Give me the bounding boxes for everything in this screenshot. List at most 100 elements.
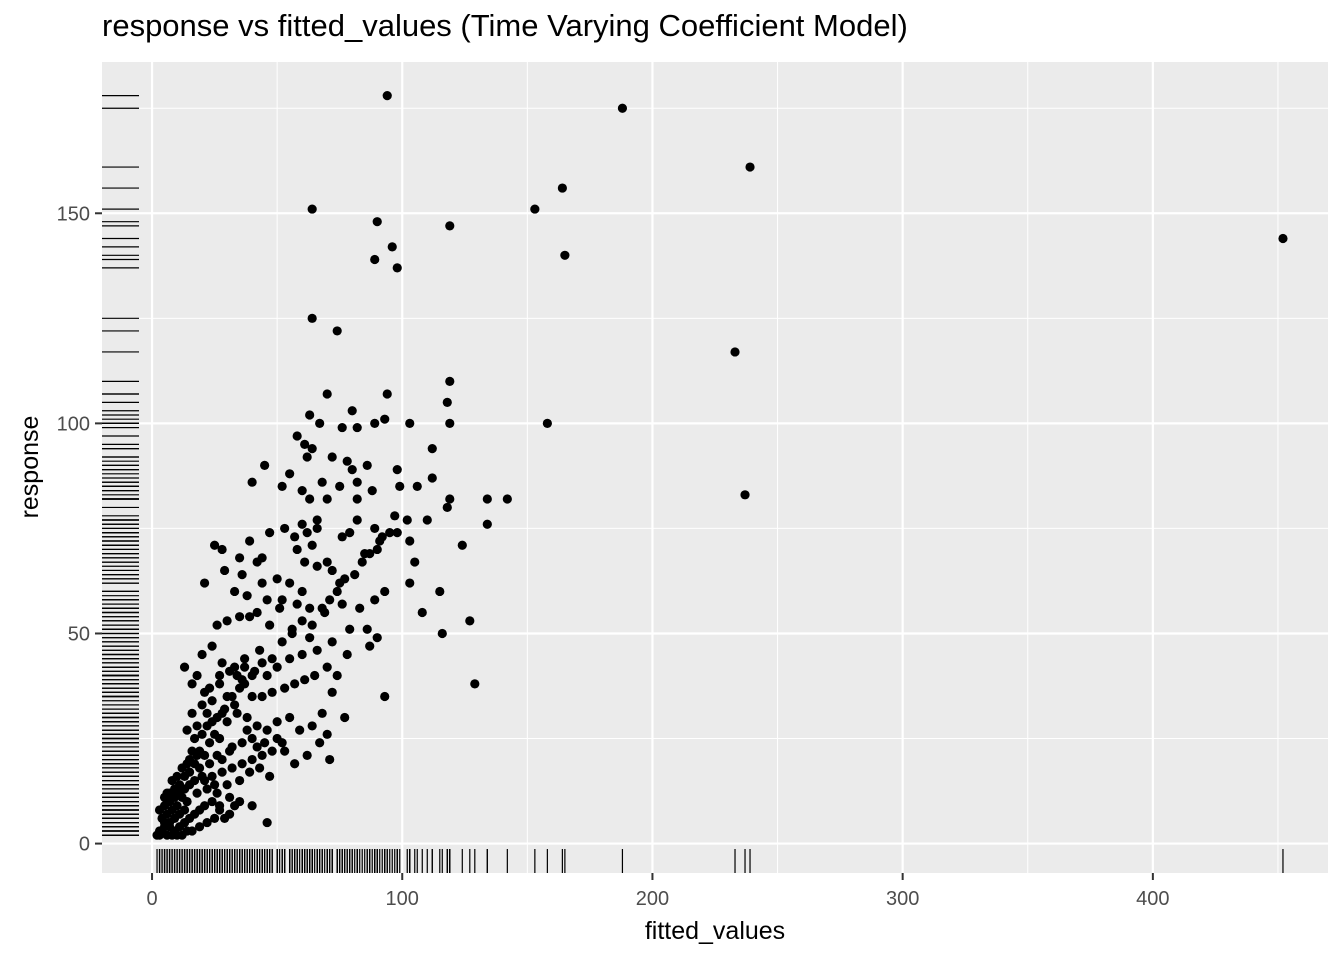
data-point <box>257 750 267 760</box>
y-tick-labels: 0 50 100 150 <box>57 203 90 855</box>
data-point <box>337 599 347 609</box>
data-point <box>225 666 235 676</box>
data-point <box>262 725 272 735</box>
data-point <box>242 725 252 735</box>
data-point <box>214 801 225 811</box>
data-point <box>427 473 437 483</box>
data-point <box>285 654 295 664</box>
data-point <box>405 536 415 546</box>
data-point <box>202 708 212 718</box>
data-point <box>275 603 285 613</box>
data-point <box>204 738 215 748</box>
data-point <box>242 712 252 723</box>
data-point <box>285 469 295 479</box>
data-point <box>310 670 320 681</box>
data-point <box>307 204 317 214</box>
data-point <box>355 603 365 613</box>
data-point <box>280 523 290 534</box>
data-point <box>199 801 210 811</box>
data-point <box>214 670 225 681</box>
data-point <box>245 612 255 622</box>
data-point <box>470 679 480 689</box>
data-point <box>262 817 272 828</box>
data-point <box>302 452 312 462</box>
data-point <box>730 347 740 357</box>
data-point <box>217 754 227 765</box>
data-point <box>305 603 315 613</box>
data-point <box>252 557 262 567</box>
data-point <box>260 460 270 470</box>
data-point <box>297 586 307 597</box>
data-point <box>290 532 300 542</box>
data-point <box>204 759 215 769</box>
data-point <box>370 595 380 605</box>
data-point <box>179 662 190 672</box>
data-point <box>322 494 332 504</box>
data-points <box>152 91 1288 840</box>
data-point <box>297 616 307 626</box>
data-point <box>315 418 325 428</box>
y-tick-label: 150 <box>57 203 90 225</box>
data-point <box>405 578 415 588</box>
data-point <box>560 250 570 260</box>
data-point <box>237 570 247 580</box>
data-point <box>317 477 327 487</box>
data-point <box>247 691 257 702</box>
data-point <box>305 494 315 504</box>
data-point <box>272 662 282 672</box>
data-point <box>277 595 287 605</box>
data-point <box>327 687 337 697</box>
data-point <box>235 796 245 807</box>
data-point <box>362 460 372 470</box>
data-point <box>257 658 267 668</box>
data-point <box>235 775 245 786</box>
data-point <box>209 780 220 790</box>
data-point <box>482 494 492 504</box>
data-point <box>327 452 337 462</box>
data-point <box>325 754 335 765</box>
x-tick-label: 300 <box>886 888 919 910</box>
data-point <box>260 738 270 748</box>
data-point <box>410 557 420 567</box>
data-point <box>177 792 187 802</box>
plot-panel <box>102 62 1328 873</box>
data-point <box>340 574 350 584</box>
data-point <box>285 578 295 588</box>
data-point <box>297 649 307 660</box>
data-point <box>222 717 232 727</box>
data-point <box>230 700 240 710</box>
data-point <box>312 515 322 525</box>
data-point <box>240 662 250 672</box>
data-point <box>365 549 375 559</box>
data-point <box>217 708 227 718</box>
data-point <box>352 515 362 525</box>
data-point <box>174 780 185 790</box>
data-point <box>227 742 237 752</box>
data-point <box>277 637 287 647</box>
data-point <box>385 528 395 538</box>
data-point <box>290 759 300 769</box>
data-point <box>202 817 212 828</box>
y-axis-title: response <box>16 416 44 519</box>
data-point <box>745 162 755 172</box>
data-point <box>332 670 342 681</box>
data-point <box>445 418 455 428</box>
data-point <box>257 691 267 702</box>
data-point <box>392 528 402 538</box>
chart-title: response vs fitted_values (Time Varying … <box>102 8 908 43</box>
data-point <box>209 813 220 823</box>
data-point <box>325 595 335 605</box>
data-point <box>317 603 327 613</box>
data-point <box>225 809 235 819</box>
data-point <box>267 654 277 664</box>
data-point <box>302 750 312 760</box>
data-point <box>212 620 222 630</box>
data-point <box>247 733 257 744</box>
data-point <box>247 801 257 811</box>
data-point <box>617 103 628 113</box>
data-point <box>340 712 350 723</box>
data-point <box>367 486 377 496</box>
data-point <box>217 658 227 668</box>
data-point <box>245 767 255 777</box>
